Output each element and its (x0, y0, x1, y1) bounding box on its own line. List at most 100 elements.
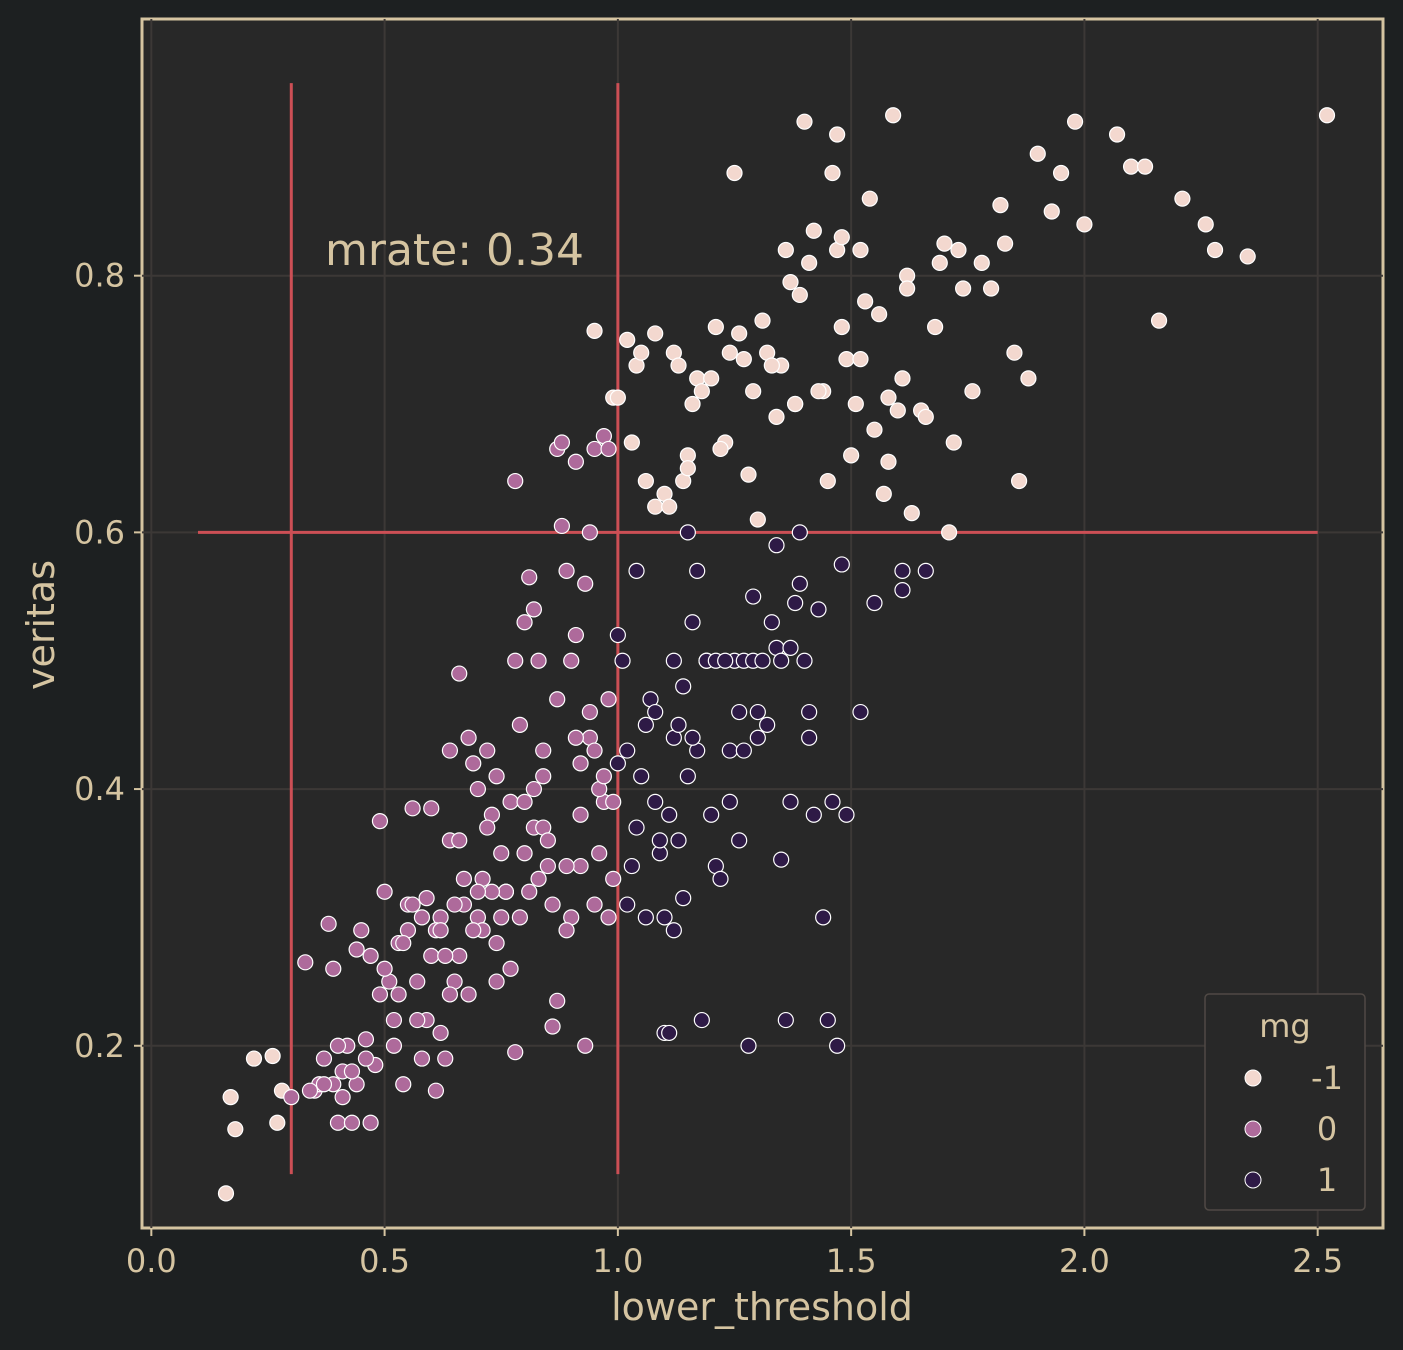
legend-label: -1 (1311, 1059, 1343, 1097)
data-point (731, 832, 748, 849)
y-tick-label: 0.8 (74, 257, 125, 295)
data-point (810, 601, 827, 618)
data-point (511, 716, 528, 733)
data-point (796, 652, 813, 669)
data-point (297, 954, 314, 971)
data-point (549, 992, 566, 1009)
data-point (927, 318, 944, 336)
data-point (623, 434, 640, 451)
data-point (740, 466, 757, 483)
data-point (1006, 344, 1023, 361)
data-point (703, 370, 720, 387)
data-point (1066, 113, 1084, 130)
data-point (409, 1011, 426, 1029)
data-point (413, 909, 431, 926)
data-point (446, 896, 463, 913)
data-point (637, 909, 654, 926)
data-point (647, 325, 664, 342)
data-point (675, 678, 692, 695)
data-point (264, 1047, 281, 1065)
data-point (605, 870, 622, 888)
data-point (838, 806, 855, 823)
data-point (721, 344, 738, 361)
data-point (726, 164, 743, 182)
data-point (432, 1024, 449, 1042)
data-point (488, 973, 505, 990)
data-point (465, 755, 482, 772)
data-point (805, 222, 822, 239)
data-point (245, 1050, 263, 1067)
data-point (637, 472, 654, 490)
data-point (670, 716, 687, 733)
data-point (633, 768, 650, 785)
data-point (852, 351, 869, 368)
data-point (679, 524, 696, 541)
legend-title: mg (1259, 1007, 1310, 1045)
data-point (1206, 241, 1224, 259)
data-point (861, 190, 878, 207)
data-point (404, 800, 421, 817)
data-point (880, 389, 897, 406)
data-point (441, 986, 459, 1003)
x-axis-label: lower_threshold (611, 1285, 913, 1329)
data-point (376, 883, 393, 900)
data-point (530, 652, 547, 669)
x-tick-label: 0.5 (359, 1242, 410, 1280)
data-point (488, 934, 505, 952)
data-point (647, 498, 664, 515)
data-point (1150, 312, 1168, 329)
data-point (763, 614, 780, 631)
data-point (665, 922, 682, 939)
data-point (544, 896, 561, 913)
x-tick-label: 1.0 (592, 1242, 643, 1280)
data-point (455, 870, 473, 888)
data-point (754, 312, 771, 329)
data-point (609, 626, 626, 644)
data-point (740, 1037, 757, 1054)
annotation-mrate: mrate: 0.34 (325, 225, 584, 276)
legend-label: 0 (1317, 1110, 1337, 1148)
data-point (535, 768, 552, 785)
data-point (535, 742, 552, 759)
data-point (782, 274, 799, 291)
data-point (502, 793, 519, 810)
data-point (819, 472, 836, 490)
y-axis-label: veritas (19, 560, 63, 690)
data-point (973, 254, 990, 271)
data-point (581, 703, 598, 721)
data-point (749, 729, 766, 746)
data-point (679, 768, 696, 785)
x-tick-label: 2.0 (1059, 1242, 1110, 1280)
data-point (619, 331, 636, 348)
data-point (810, 383, 827, 400)
data-point (1052, 164, 1070, 182)
data-point (563, 652, 580, 669)
data-point (432, 922, 449, 939)
data-point (824, 164, 841, 182)
legend-box (1204, 993, 1366, 1211)
data-point (558, 922, 575, 939)
data-point (217, 1185, 235, 1202)
data-point (791, 524, 808, 541)
data-point (441, 742, 459, 759)
data-point (875, 485, 892, 502)
data-point (647, 793, 664, 810)
data-point (227, 1121, 244, 1138)
data-point (465, 922, 482, 939)
data-point (1076, 216, 1093, 233)
data-point (941, 524, 958, 541)
data-point (348, 941, 365, 958)
plot-area (140, 17, 1385, 1230)
data-point (796, 113, 813, 130)
y-tick-label: 0.4 (74, 770, 125, 808)
data-point (553, 517, 570, 535)
data-point (731, 325, 748, 342)
data-point (885, 107, 902, 124)
data-point (749, 511, 766, 528)
data-point (614, 652, 631, 669)
data-point (773, 652, 790, 669)
data-point (404, 896, 421, 913)
data-point (1029, 145, 1046, 162)
data-point (773, 851, 790, 868)
legend-label: 1 (1317, 1161, 1337, 1199)
